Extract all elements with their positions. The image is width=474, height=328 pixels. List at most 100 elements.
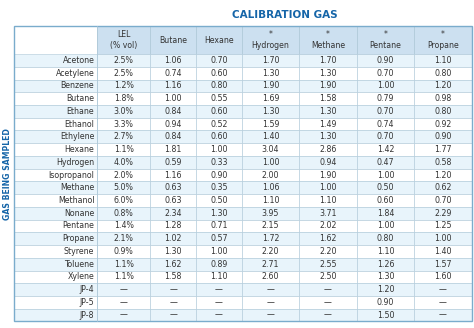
Bar [150, 271, 196, 283]
Bar [299, 207, 356, 220]
Bar [97, 169, 150, 181]
Text: 2.34: 2.34 [164, 209, 182, 218]
Bar [150, 194, 196, 207]
Text: 0.62: 0.62 [434, 183, 452, 192]
Bar [14, 194, 97, 207]
Bar [356, 67, 414, 80]
Text: Butane: Butane [66, 94, 94, 103]
Bar [414, 271, 472, 283]
Bar [150, 207, 196, 220]
Text: Acetone: Acetone [63, 56, 94, 65]
Bar [14, 118, 97, 131]
Bar [97, 258, 150, 271]
Text: 1.90: 1.90 [319, 171, 337, 179]
Bar [356, 169, 414, 181]
Text: *
Hydrogen: * Hydrogen [252, 31, 289, 50]
Bar [150, 105, 196, 118]
Bar [150, 296, 196, 309]
Bar [414, 194, 472, 207]
Text: 1.77: 1.77 [434, 145, 452, 154]
Bar [150, 258, 196, 271]
Text: 1.62: 1.62 [164, 260, 182, 269]
Bar [97, 296, 150, 309]
Text: 0.80: 0.80 [210, 81, 228, 91]
Text: Toluene: Toluene [64, 260, 94, 269]
Text: 1.40: 1.40 [434, 247, 452, 256]
Bar [196, 67, 242, 80]
Text: —: — [169, 311, 177, 319]
Bar [150, 80, 196, 92]
Text: 0.55: 0.55 [210, 94, 228, 103]
Text: 1.58: 1.58 [164, 272, 182, 281]
Text: 1.02: 1.02 [164, 234, 182, 243]
Bar [196, 143, 242, 156]
Bar [14, 156, 97, 169]
Text: 1.10: 1.10 [377, 247, 394, 256]
Text: 3.3%: 3.3% [114, 120, 134, 129]
Text: —: — [215, 298, 223, 307]
Text: 3.04: 3.04 [262, 145, 279, 154]
Bar [196, 92, 242, 105]
Text: 0.60: 0.60 [210, 69, 228, 78]
Text: 0.70: 0.70 [377, 107, 394, 116]
Bar [196, 232, 242, 245]
Text: 1.90: 1.90 [262, 81, 279, 91]
Bar [356, 181, 414, 194]
Text: Acetylene: Acetylene [55, 69, 94, 78]
Text: 1.40: 1.40 [262, 133, 279, 141]
Bar [299, 54, 356, 67]
Text: 0.80: 0.80 [434, 107, 452, 116]
Text: 2.29: 2.29 [434, 209, 452, 218]
Text: Xylene: Xylene [68, 272, 94, 281]
Bar [242, 105, 299, 118]
Bar [299, 105, 356, 118]
Text: 1.84: 1.84 [377, 209, 394, 218]
Bar [414, 26, 472, 54]
Bar [14, 54, 97, 67]
Text: 1.8%: 1.8% [114, 94, 134, 103]
Text: 0.84: 0.84 [164, 133, 182, 141]
Text: Ethanol: Ethanol [64, 120, 94, 129]
Bar [356, 194, 414, 207]
Text: 1.20: 1.20 [434, 81, 452, 91]
Bar [242, 271, 299, 283]
Bar [242, 245, 299, 258]
Text: Pentane: Pentane [63, 221, 94, 231]
Bar [150, 220, 196, 232]
Bar [242, 309, 299, 321]
Text: 0.9%: 0.9% [114, 247, 134, 256]
Bar [299, 309, 356, 321]
Text: 1.90: 1.90 [319, 81, 337, 91]
Bar [97, 105, 150, 118]
Text: 1.10: 1.10 [262, 196, 279, 205]
Text: 1.70: 1.70 [262, 56, 279, 65]
Bar [242, 169, 299, 181]
Text: 1.16: 1.16 [164, 81, 182, 91]
Text: Hydrogen: Hydrogen [56, 158, 94, 167]
Text: 1.10: 1.10 [319, 196, 337, 205]
Bar [196, 194, 242, 207]
Text: 0.33: 0.33 [210, 158, 228, 167]
Text: 2.86: 2.86 [319, 145, 337, 154]
Bar [299, 258, 356, 271]
Text: 0.84: 0.84 [164, 107, 182, 116]
Bar [14, 169, 97, 181]
Bar [196, 271, 242, 283]
Text: —: — [439, 298, 447, 307]
Bar [414, 258, 472, 271]
Bar [150, 169, 196, 181]
Bar [356, 92, 414, 105]
Text: 1.16: 1.16 [164, 171, 182, 179]
Text: 0.60: 0.60 [210, 107, 228, 116]
Text: 1.30: 1.30 [377, 272, 394, 281]
Bar [414, 220, 472, 232]
Text: 1.00: 1.00 [319, 183, 337, 192]
Text: 0.89: 0.89 [210, 260, 228, 269]
Text: —: — [169, 285, 177, 294]
Text: CALIBRATION GAS: CALIBRATION GAS [232, 10, 337, 20]
Bar [14, 80, 97, 92]
Text: 0.80: 0.80 [377, 234, 394, 243]
Bar [196, 156, 242, 169]
Bar [414, 118, 472, 131]
Bar [242, 258, 299, 271]
